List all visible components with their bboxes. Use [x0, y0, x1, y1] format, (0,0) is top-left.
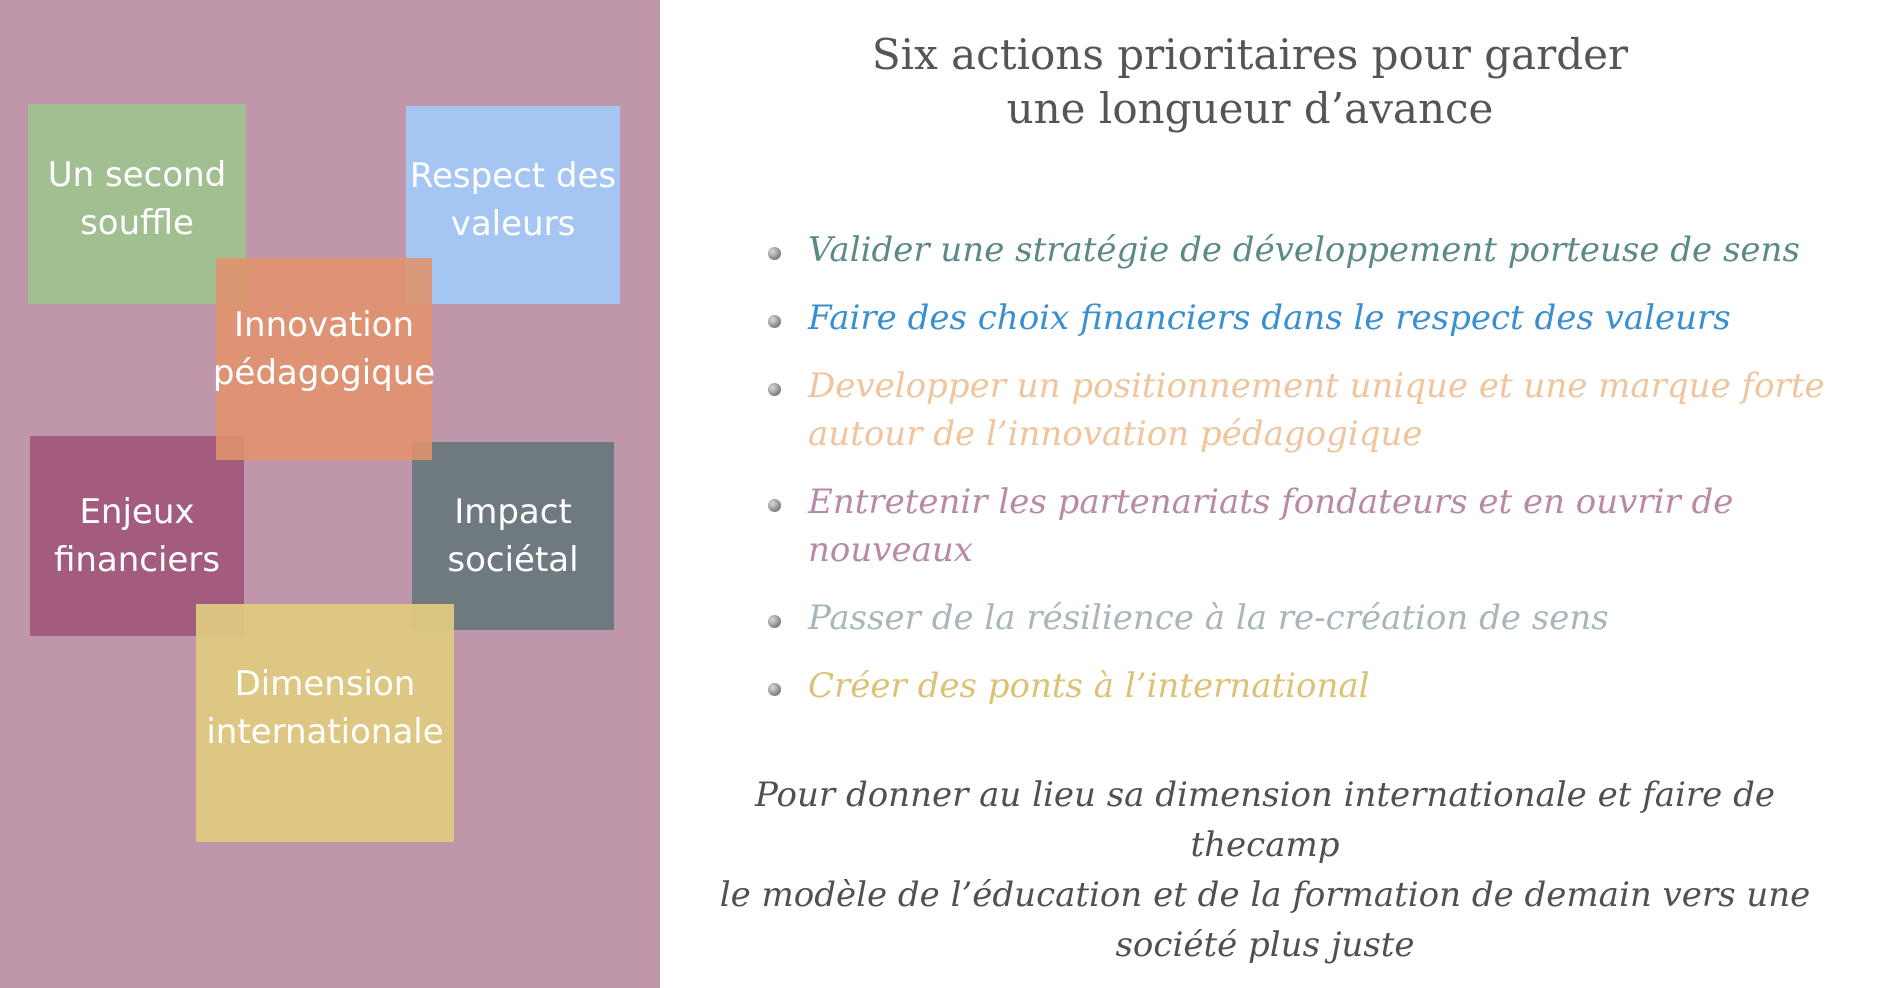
action-text: Entretenir les partenariats fondateurs e…	[808, 482, 1734, 570]
box-label-line: Respect des	[409, 156, 617, 196]
bullet-icon	[768, 499, 781, 512]
box-enjeux-financiers: Enjeux financiers	[30, 436, 244, 636]
bullet-icon	[768, 615, 781, 628]
box-respect-valeurs: Respect des valeurs	[406, 106, 620, 304]
box-label-line: pédagogique	[212, 353, 436, 393]
list-item: Valider une stratégie de développement p…	[760, 226, 1870, 274]
box-label-line: Enjeux	[79, 492, 195, 532]
action-text: Valider une stratégie de développement p…	[808, 230, 1800, 270]
closing-line: Pour donner au lieu sa dimension interna…	[755, 775, 1775, 865]
box-label-line: Dimension	[234, 664, 416, 704]
box-label-line: sociétal	[447, 540, 579, 580]
action-text: Passer de la résilience à la re-création…	[808, 598, 1609, 638]
closing-line: le modèle de l’éducation et de la format…	[719, 875, 1811, 915]
bullet-icon	[768, 315, 781, 328]
bullet-icon	[768, 683, 781, 696]
action-list: Valider une stratégie de développement p…	[760, 226, 1870, 730]
box-dimension-internationale: Dimension internationale	[196, 604, 454, 842]
list-item: Faire des choix financiers dans le respe…	[760, 294, 1870, 342]
box-second-souffle: Un second souffle	[28, 104, 246, 304]
box-label-line: financiers	[53, 540, 221, 580]
box-label-line: Innovation	[234, 305, 415, 345]
list-item: Passer de la résilience à la re-création…	[760, 594, 1870, 642]
box-innovation-pedagogique: Innovation pédagogique	[212, 258, 436, 460]
closing-statement: Pour donner au lieu sa dimension interna…	[680, 770, 1850, 970]
page-title: Six actions prioritaires pour garder une…	[660, 28, 1840, 136]
action-text: Créer des ponts à l’international	[808, 666, 1370, 706]
box-label-line: souffle	[80, 203, 194, 243]
list-item: Entretenir les partenariats fondateurs e…	[760, 478, 1870, 574]
box-label-line: Un second	[47, 155, 227, 195]
list-item: Developper un positionnement unique et u…	[760, 362, 1870, 458]
closing-line: société plus juste	[1115, 925, 1415, 965]
title-line: une longueur d’avance	[1006, 84, 1494, 133]
diagram-panel: Un second souffle Respect des valeurs Enje…	[0, 0, 660, 988]
action-text: Faire des choix financiers dans le respe…	[808, 298, 1731, 338]
box-impact-societal: Impact sociétal	[412, 442, 614, 630]
box-label-line: Impact	[454, 492, 572, 532]
box-label-line: internationale	[206, 712, 444, 752]
box-label-line: valeurs	[450, 204, 576, 244]
list-item: Créer des ponts à l’international	[760, 662, 1870, 710]
bullet-icon	[768, 247, 781, 260]
bullet-icon	[768, 383, 781, 396]
action-text: Developper un positionnement unique et u…	[808, 366, 1825, 454]
title-line: Six actions prioritaires pour garder	[871, 30, 1629, 79]
